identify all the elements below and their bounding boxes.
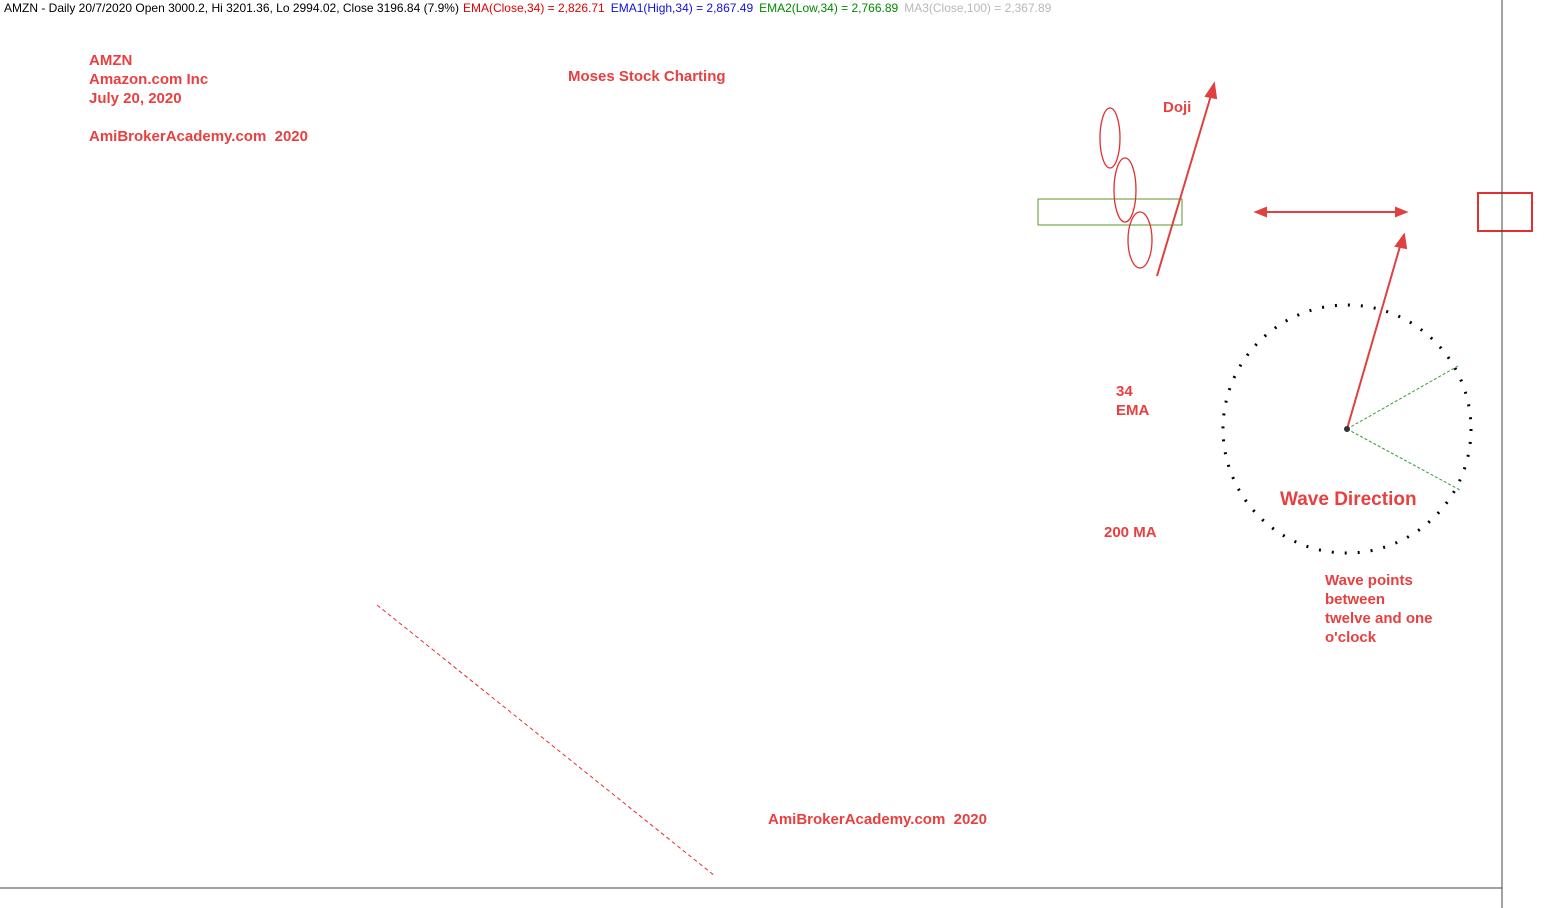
annotation: twelve and one [1325,610,1433,627]
doji-circle [1113,157,1137,223]
annotation: July 20, 2020 [89,90,182,107]
doji-circle [1127,211,1153,269]
clock-center [1344,426,1350,432]
annotation: AmiBrokerAcademy.com 2020 [768,811,987,828]
legend-entry: EMA1(High,34) = 2,867.49 [611,1,754,15]
annotation: 34 [1116,383,1133,400]
annotation: Amazon.com Inc [89,71,208,88]
box-highlight [1037,198,1183,226]
clock-guide [1346,365,1459,430]
doji-circle [1099,107,1121,169]
annotation: between [1325,591,1385,608]
arrow [1156,91,1213,277]
legend-entry: EMA(Close,34) = 2,826.71 [463,1,605,15]
arrow-head [1204,81,1218,100]
annotation: AMZN [89,52,132,69]
arrow-head [1253,206,1267,218]
pattern-extension [376,604,716,877]
legend-entry: MA3(Close,100) = 2,367.89 [904,1,1051,15]
clock-hand [1346,242,1402,430]
annotation: Moses Stock Charting [568,68,726,85]
annotation: Wave points [1325,572,1413,589]
annotation: EMA [1116,402,1150,419]
annotation: Doji [1163,99,1191,116]
legend-entry: EMA2(Low,34) = 2,766.89 [759,1,898,15]
header: AMZN - Daily 20/7/2020 Open 3000.2, Hi 3… [4,1,1052,15]
header-info: AMZN - Daily 20/7/2020 Open 3000.2, Hi 3… [4,1,459,15]
arrows [1156,81,1409,430]
arrow-head [1395,206,1409,218]
annotation: Wave Direction [1280,489,1417,510]
clock-face [1221,303,1473,555]
level-box [1477,192,1533,232]
clock-guide [1346,428,1461,491]
annotation: AmiBrokerAcademy.com 2020 [89,128,308,145]
arrow-head [1394,232,1408,250]
annotation: o'clock [1325,629,1377,646]
annotation: 200 MA [1104,524,1157,541]
